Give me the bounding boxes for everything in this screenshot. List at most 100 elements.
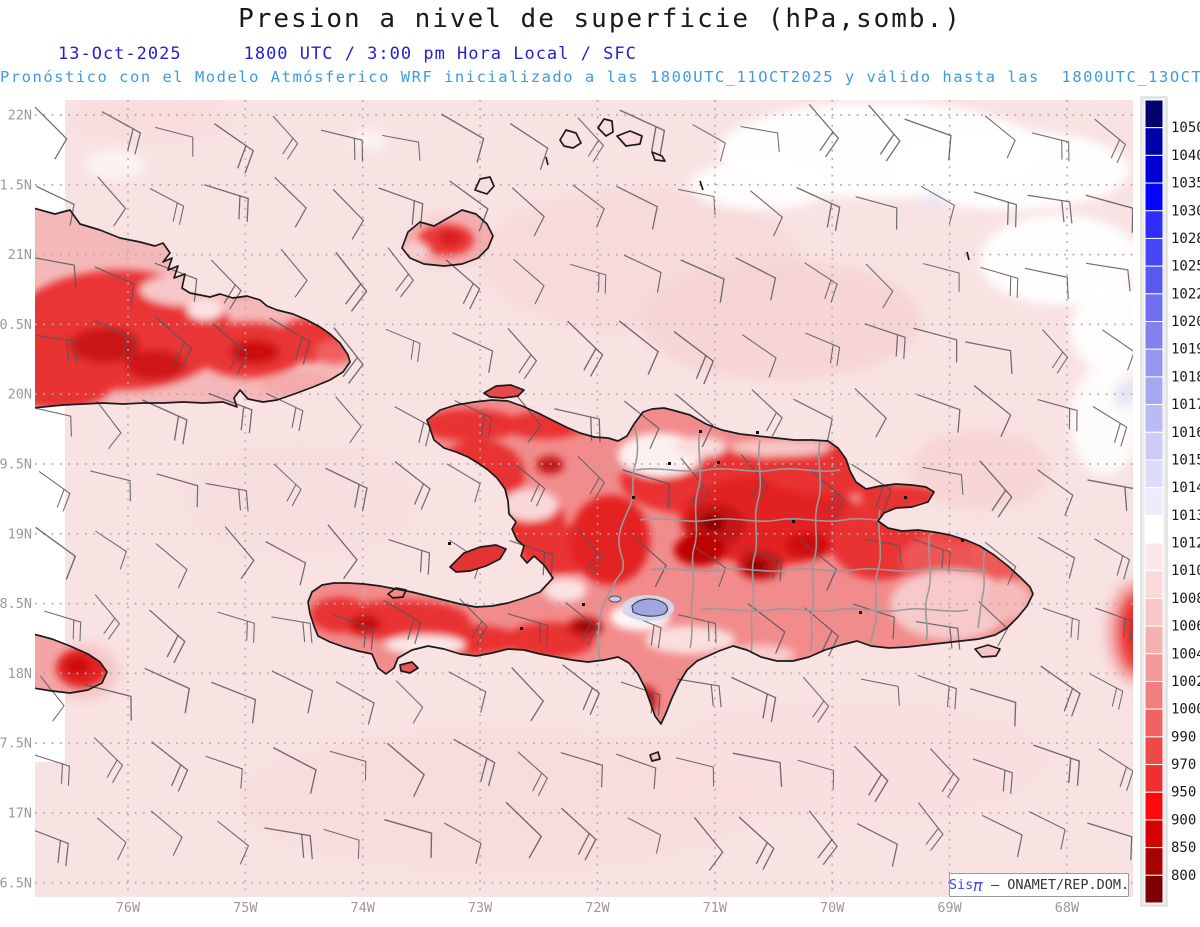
wind-barb-icon — [394, 406, 432, 447]
y-axis-label: 19N — [8, 526, 32, 542]
wind-barb-tick — [1113, 423, 1121, 443]
jamaica-coastline — [35, 633, 108, 694]
wind-barb-shaft — [984, 541, 1017, 586]
wind-barb-tick — [238, 195, 241, 220]
wind-barb-shaft — [97, 176, 127, 227]
wind-barb-icon — [620, 681, 661, 716]
wind-barb-icon — [929, 748, 960, 798]
wind-barb-shaft — [35, 105, 68, 160]
colorbar-cell — [1144, 819, 1164, 849]
wind-barb-shaft — [101, 111, 142, 155]
x-axis-label: 69W — [937, 900, 962, 916]
wind-barb-icon — [323, 828, 360, 859]
wind-barb-tick — [172, 202, 178, 222]
wind-barb-icon — [333, 614, 374, 651]
wind-barb-icon — [747, 602, 786, 654]
wind-barb-icon — [325, 467, 368, 512]
wind-barb-tick — [875, 484, 885, 508]
wind-barb-shaft — [217, 820, 250, 865]
colorbar-tick-label: 1035 — [1171, 176, 1200, 192]
colorbar-cell — [1144, 680, 1164, 710]
colorbar-tick-label: 1015 — [1171, 452, 1200, 468]
wind-barb-shaft — [624, 254, 662, 293]
wind-barb-icon — [567, 320, 604, 377]
wind-barb-icon — [570, 263, 607, 294]
wind-barb-shaft — [904, 118, 952, 161]
wind-barb-shaft — [383, 599, 422, 644]
wind-barb-shaft — [567, 320, 604, 377]
wind-barb-shaft — [149, 188, 185, 225]
wind-barb-shaft — [1102, 329, 1133, 371]
wind-barb-tick — [587, 140, 600, 157]
wind-barb-tick — [286, 484, 297, 502]
wind-barb-icon — [979, 460, 1013, 518]
wind-barb-tick — [530, 483, 540, 503]
wind-barb-icon — [740, 454, 769, 504]
wind-barb-shaft — [272, 747, 317, 794]
wind-barb-shaft — [797, 759, 835, 790]
y-axis-label: 21N — [8, 247, 32, 263]
wind-barb-shaft — [868, 104, 901, 162]
wind-barb-shaft — [751, 389, 783, 437]
wind-barb-tick — [532, 773, 543, 792]
wind-barb-shaft — [44, 610, 82, 642]
wind-barb-icon — [335, 681, 375, 725]
wind-barb-tick — [581, 622, 591, 641]
wind-barb-shaft — [449, 180, 489, 232]
wind-barb-shaft — [917, 393, 961, 433]
wind-barb-icon — [915, 620, 961, 650]
wind-barb-shaft — [917, 674, 957, 710]
wind-barb-shaft — [929, 748, 960, 798]
colorbar-tick-label: 990 — [1171, 729, 1196, 745]
wind-barb-shaft — [677, 678, 722, 708]
wind-barb-tick — [650, 625, 655, 646]
colorbar-tick-label: 1040 — [1171, 148, 1200, 164]
wind-barb-icon — [797, 759, 835, 790]
wind-barb-shaft — [35, 753, 70, 786]
colorbar-tick-label: 1022 — [1171, 286, 1200, 302]
wind-barb-shaft — [445, 259, 481, 310]
wind-barb-icon — [94, 266, 135, 306]
wind-barb-tick — [941, 773, 955, 793]
wind-barb-shaft — [802, 676, 830, 723]
ile-a-vache — [399, 661, 419, 674]
wind-barb-icon — [793, 398, 833, 441]
wind-barb-shaft — [144, 667, 191, 714]
wind-barb-shaft — [1042, 329, 1069, 374]
wind-barb-shaft — [922, 466, 964, 495]
wind-barb-shaft — [444, 822, 482, 864]
colorbar-cell — [1144, 542, 1164, 572]
wind-barb-icon — [378, 187, 424, 228]
wind-barb-shaft — [675, 757, 715, 787]
wind-barb-tick — [480, 758, 488, 782]
wind-barb-shaft — [750, 190, 783, 237]
wind-barb-icon — [981, 814, 1023, 858]
wind-barb-shaft — [738, 816, 775, 870]
wind-barb-shaft — [793, 398, 833, 441]
wind-barb-shaft — [917, 802, 944, 851]
wind-barb-shaft — [973, 191, 1017, 228]
wind-barb-tick — [651, 126, 657, 152]
wind-barb-tick — [755, 842, 768, 865]
wind-barb-icon — [40, 675, 65, 722]
wind-barb-icon — [619, 109, 666, 156]
wind-barb-shaft — [1089, 673, 1124, 710]
wind-barb-icon — [735, 257, 777, 301]
wind-barb-icon — [1037, 469, 1074, 516]
wind-barb-icon — [624, 400, 660, 450]
wind-barb-icon — [616, 753, 657, 790]
wind-barb-icon — [446, 463, 481, 503]
wind-barb-tick — [246, 621, 248, 641]
wind-barb-shaft — [388, 539, 431, 575]
wind-barb-shaft — [329, 750, 367, 781]
wind-barb-icon — [35, 256, 77, 288]
wind-barb-shaft — [155, 316, 193, 371]
wind-barb-icon — [449, 180, 489, 232]
colorbar-tick-label: 1000 — [1171, 702, 1200, 718]
wind-barb-icon — [675, 393, 714, 448]
wind-barb-tick — [240, 406, 245, 431]
brand-name: Sis — [948, 877, 974, 893]
wind-barb-icon — [271, 670, 314, 714]
page-title: Presion a nivel de superficie (hPa,somb.… — [238, 4, 962, 34]
wind-barb-shaft — [560, 752, 603, 788]
